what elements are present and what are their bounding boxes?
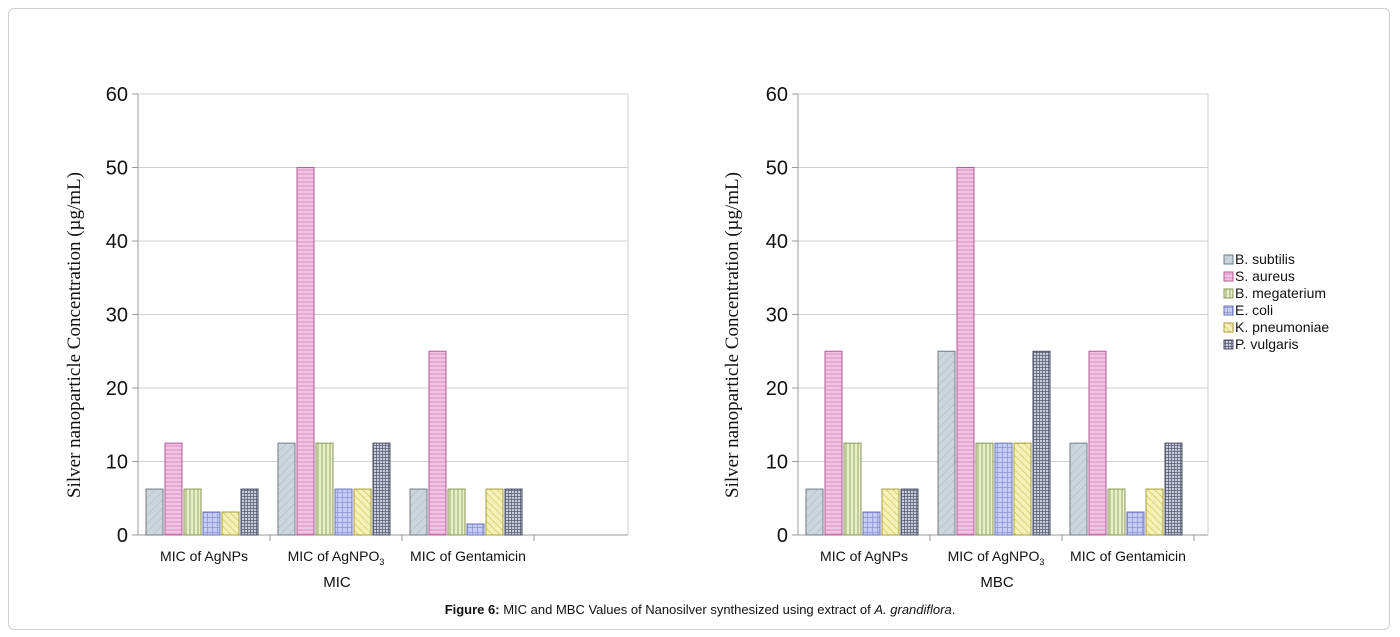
y-tick-label: 50 [106, 158, 128, 180]
y-tick-label: 10 [106, 452, 128, 474]
bar-k-pneumoniae-3 [1145, 488, 1164, 536]
legend-label: S. aureus [1235, 268, 1295, 284]
figure-caption-end: . [951, 602, 956, 617]
bar-p-vulgaris-3 [504, 488, 523, 536]
bar-b-subtilis-2 [937, 350, 956, 536]
x-category-label: MIC of AgNPs [160, 548, 248, 564]
y-tick-label: 40 [106, 231, 128, 253]
legend-label: P. vulgaris [1235, 336, 1299, 352]
legend-label: E. coli [1235, 302, 1273, 318]
x-axis-title: MIC [323, 574, 351, 591]
legend-swatch [1223, 271, 1234, 282]
bar-b-megaterium-2 [975, 442, 994, 536]
bar-s-aureus-1 [824, 350, 843, 536]
y-tick-label: 30 [106, 305, 128, 327]
bar-e-coli-2 [334, 488, 353, 536]
bar-k-pneumoniae-2 [353, 488, 372, 536]
bar-b-megaterium-3 [1107, 488, 1126, 536]
legend-swatch [1223, 288, 1234, 299]
legend-label: K. pneumoniae [1235, 319, 1329, 335]
x-category-label: MIC of Gentamicin [1070, 548, 1186, 564]
legend-label: B. megaterium [1235, 285, 1326, 301]
bar-e-coli-3 [1126, 511, 1145, 536]
mic-chart: 0 10 20 30 40 50 60 MIC of AgNPs MIC of AgNPO3 MI… [64, 84, 629, 591]
bar-p-vulgaris-2 [1032, 350, 1051, 536]
bar-b-megaterium-1 [843, 442, 862, 536]
mbc-chart: 0 10 20 30 40 50 60 MIC of AgNPs MIC of AgNPO3 MI… [722, 84, 1209, 591]
bar-b-megaterium-1 [183, 488, 202, 536]
x-axis-title: MBC [980, 574, 1014, 591]
y-tick-label: 50 [766, 158, 788, 180]
bar-k-pneumoniae-1 [881, 488, 900, 536]
figure-frame [8, 8, 1390, 630]
y-tick-label: 10 [766, 452, 788, 474]
bar-k-pneumoniae-3 [485, 488, 504, 536]
bar-b-megaterium-2 [315, 442, 334, 536]
bar-s-aureus-3 [1088, 350, 1107, 536]
y-tick-label: 40 [766, 231, 788, 253]
figure-caption: Figure 6: MIC and MBC Values of Nanosilv… [0, 602, 1400, 617]
y-tick-label: 0 [777, 525, 788, 547]
bar-s-aureus-1 [164, 442, 183, 536]
bar-b-subtilis-2 [277, 442, 296, 536]
figure-caption-species: A. grandiflora [874, 602, 952, 617]
bar-b-subtilis-1 [145, 488, 164, 536]
bar-b-subtilis-1 [805, 488, 824, 536]
x-category-label: MIC of AgNPO3 [288, 548, 385, 567]
y-tick-label: 0 [117, 525, 128, 547]
legend-swatch [1223, 254, 1234, 265]
bar-p-vulgaris-3 [1164, 442, 1183, 536]
x-category-label: MIC of AgNPO3 [948, 548, 1045, 567]
bar-p-vulgaris-1 [240, 488, 259, 536]
bar-e-coli-1 [202, 511, 221, 536]
legend-swatch [1223, 339, 1234, 350]
figure-caption-text: MIC and MBC Values of Nanosilver synthes… [499, 602, 875, 617]
bar-e-coli-3 [466, 523, 485, 536]
y-tick-label: 20 [766, 378, 788, 400]
bar-b-subtilis-3 [409, 488, 428, 536]
bar-b-subtilis-3 [1069, 442, 1088, 536]
bar-e-coli-1 [862, 511, 881, 536]
bar-k-pneumoniae-2 [1013, 442, 1032, 536]
y-tick-label: 60 [106, 84, 128, 106]
bar-s-aureus-2 [296, 167, 315, 536]
x-category-label: MIC of AgNPs [820, 548, 908, 564]
bar-e-coli-2 [994, 442, 1013, 536]
legend-label: B. subtilis [1235, 251, 1295, 267]
bar-s-aureus-2 [956, 167, 975, 536]
legend-swatch [1223, 305, 1234, 316]
bar-s-aureus-3 [428, 350, 447, 536]
y-tick-label: 60 [766, 84, 788, 106]
bar-p-vulgaris-1 [900, 488, 919, 536]
bar-b-megaterium-3 [447, 488, 466, 536]
figure-caption-label: Figure 6: [444, 602, 500, 617]
bar-p-vulgaris-2 [372, 442, 391, 536]
y-tick-label: 30 [766, 305, 788, 327]
x-category-label: MIC of Gentamicin [410, 548, 526, 564]
y-tick-label: 20 [106, 378, 128, 400]
y-axis-title: Silver nanoparticle Concentration (µg/mL… [64, 172, 85, 498]
bar-k-pneumoniae-1 [221, 511, 240, 536]
legend-swatch [1223, 322, 1234, 333]
y-axis-title: Silver nanoparticle Concentration (µg/mL… [722, 172, 743, 498]
